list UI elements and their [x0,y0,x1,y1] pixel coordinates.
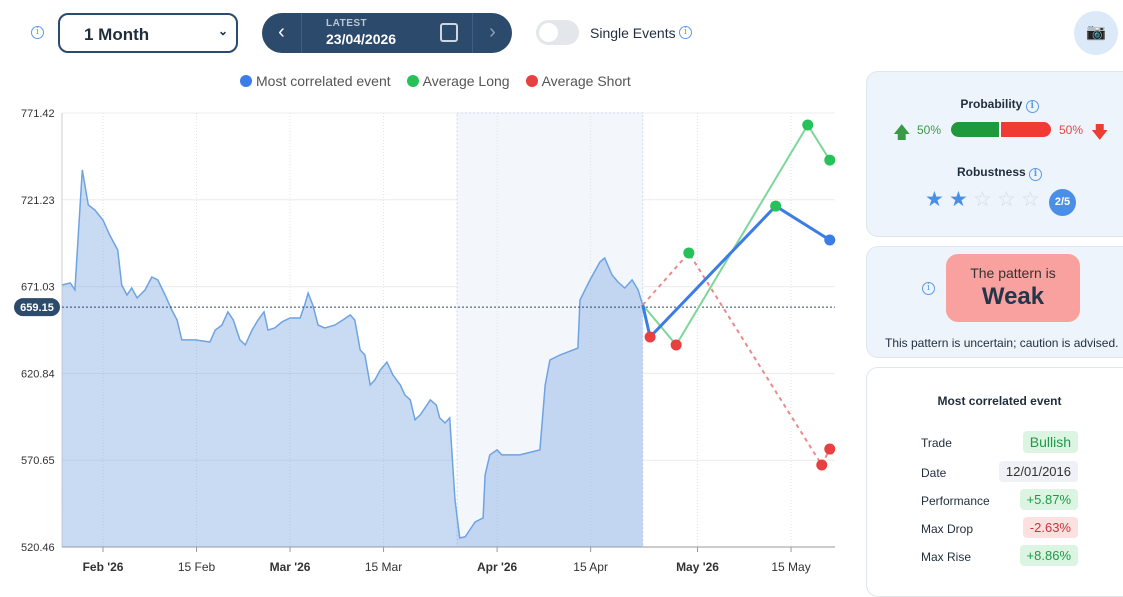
single-events-toggle[interactable] [536,20,579,45]
screenshot-button[interactable]: 📷 [1074,11,1118,55]
robustness-info-icon[interactable]: i [1029,168,1043,181]
x-tick-label: Feb '26 [83,560,124,574]
projection-point [683,247,695,259]
pattern-prefix: The pattern is [970,265,1056,281]
event-row-label: Performance [921,494,990,508]
legend-item-average-long[interactable]: Average Long [406,73,510,89]
star-empty-icon: ☆ [1021,188,1040,211]
probability-title: Probability i [867,97,1123,113]
probability-down: 50% [1059,123,1084,137]
probability-panel: Probability i 🡅 50% 50% 🡇 Robustness i ★… [866,71,1123,237]
projection-point [816,459,828,471]
single-events-info-icon[interactable]: i [679,26,692,39]
projection-line-0 [641,204,831,341]
event-row-value: +5.87% [1019,489,1078,510]
y-tick-label: 520.46 [21,542,55,554]
event-row-label: Date [921,466,947,480]
y-tick-label: 721.23 [21,195,55,207]
star-filled-icon: ★ [925,188,944,211]
projection-point [824,443,836,455]
arrow-up-icon: 🡅 [893,123,911,142]
star-filled-icon: ★ [949,188,968,211]
price-area [62,169,643,547]
probability-bar-up [951,122,1001,137]
event-row-value: +8.86% [1019,545,1078,566]
probability-up: 50% [917,123,942,137]
pattern-strength-box: The pattern is Weak [946,254,1080,322]
x-tick-label: 15 Feb [178,560,216,574]
projection-point [824,154,836,166]
pattern-panel: i The pattern is Weak This pattern is unc… [866,246,1123,358]
projection-point [824,234,836,246]
event-row-value: -2.63% [1022,517,1078,538]
legend-label: Average Long [422,73,510,89]
price-chart: 771.42 721.23 671.03 620.84 570.65 520.46 Feb … [14,108,836,574]
y-tick-label: 671.03 [21,282,55,294]
projection-line-1 [641,123,831,347]
robustness-title-text: Robustness [956,165,1026,179]
chevron-down-icon: ⌄ [217,24,228,38]
event-title: Most correlated event [937,394,1062,408]
range-value: 1 Month [84,25,150,44]
range-select[interactable]: 1 Month ⌄ [58,13,238,53]
event-row-value: Bullish [1022,431,1078,453]
date-value: 23/04/2026 [326,31,397,47]
date-label: LATEST [326,18,368,29]
star-empty-icon: ☆ [997,188,1016,211]
probability-info-icon[interactable]: i [1025,100,1039,113]
correlated-event-panel: Most correlated event Trade Bullish Date 12… [866,367,1123,597]
x-tick-label: Apr '26 [477,560,518,574]
probability-title-text: Probability [960,97,1023,111]
legend-item-most-correlated[interactable]: Most correlated event [240,73,391,89]
event-row-label: Trade [921,436,952,450]
pattern-note: This pattern is uncertain; caution is ad… [885,336,1119,350]
event-row-value: 12/01/2016 [998,461,1078,482]
y-tick-label: 570.65 [21,455,55,467]
legend-item-average-short[interactable]: Average Short [525,73,631,89]
event-row-label: Max Rise [921,550,972,564]
date-navigator: ‹ LATEST 23/04/2026 › [262,13,512,53]
robustness-badge: 2/5 [1049,189,1076,216]
pattern-strength: Weak [981,283,1045,310]
x-tick-label: 15 Mar [365,560,402,574]
price-line [62,169,644,539]
projection-point [670,339,682,351]
camera-icon: 📷 [1086,24,1106,41]
previous-date-button[interactable]: ‹ [262,13,302,53]
legend-label: Most correlated event [256,73,391,89]
arrow-down-icon: 🡇 [1091,123,1109,142]
current-value-label: 659.15 [20,302,54,314]
y-tick-label: 620.84 [21,368,55,380]
highlight-region [456,112,644,548]
projection-point [770,200,782,212]
x-tick-label: 15 May [771,560,810,574]
projection-point [802,119,814,131]
range-info-icon[interactable]: i [31,26,44,39]
single-events-label: Single Events [590,25,676,41]
projection-line-2 [641,251,831,467]
current-value-badge [14,298,60,317]
chart-legend: Most correlated event Average Long Avera… [240,73,631,89]
calendar-icon[interactable] [440,23,458,42]
probability-bar [951,122,1051,137]
pattern-info-icon[interactable]: i [922,282,935,295]
robustness-title: Robustness i [867,165,1123,181]
star-empty-icon: ☆ [973,188,992,211]
x-tick-label: May '26 [676,560,719,574]
x-tick-label: 15 Apr [573,560,608,574]
legend-dot [406,75,419,87]
next-date-button[interactable]: › [472,13,512,53]
x-tick-label: Mar '26 [270,560,311,574]
y-tick-label: 771.42 [21,108,55,120]
legend-dot [525,75,538,87]
legend-label: Average Short [541,73,631,89]
projection-point [644,331,656,343]
legend-dot [240,75,252,87]
event-row-label: Max Drop [921,522,974,536]
probability-bar-down [1001,122,1051,137]
